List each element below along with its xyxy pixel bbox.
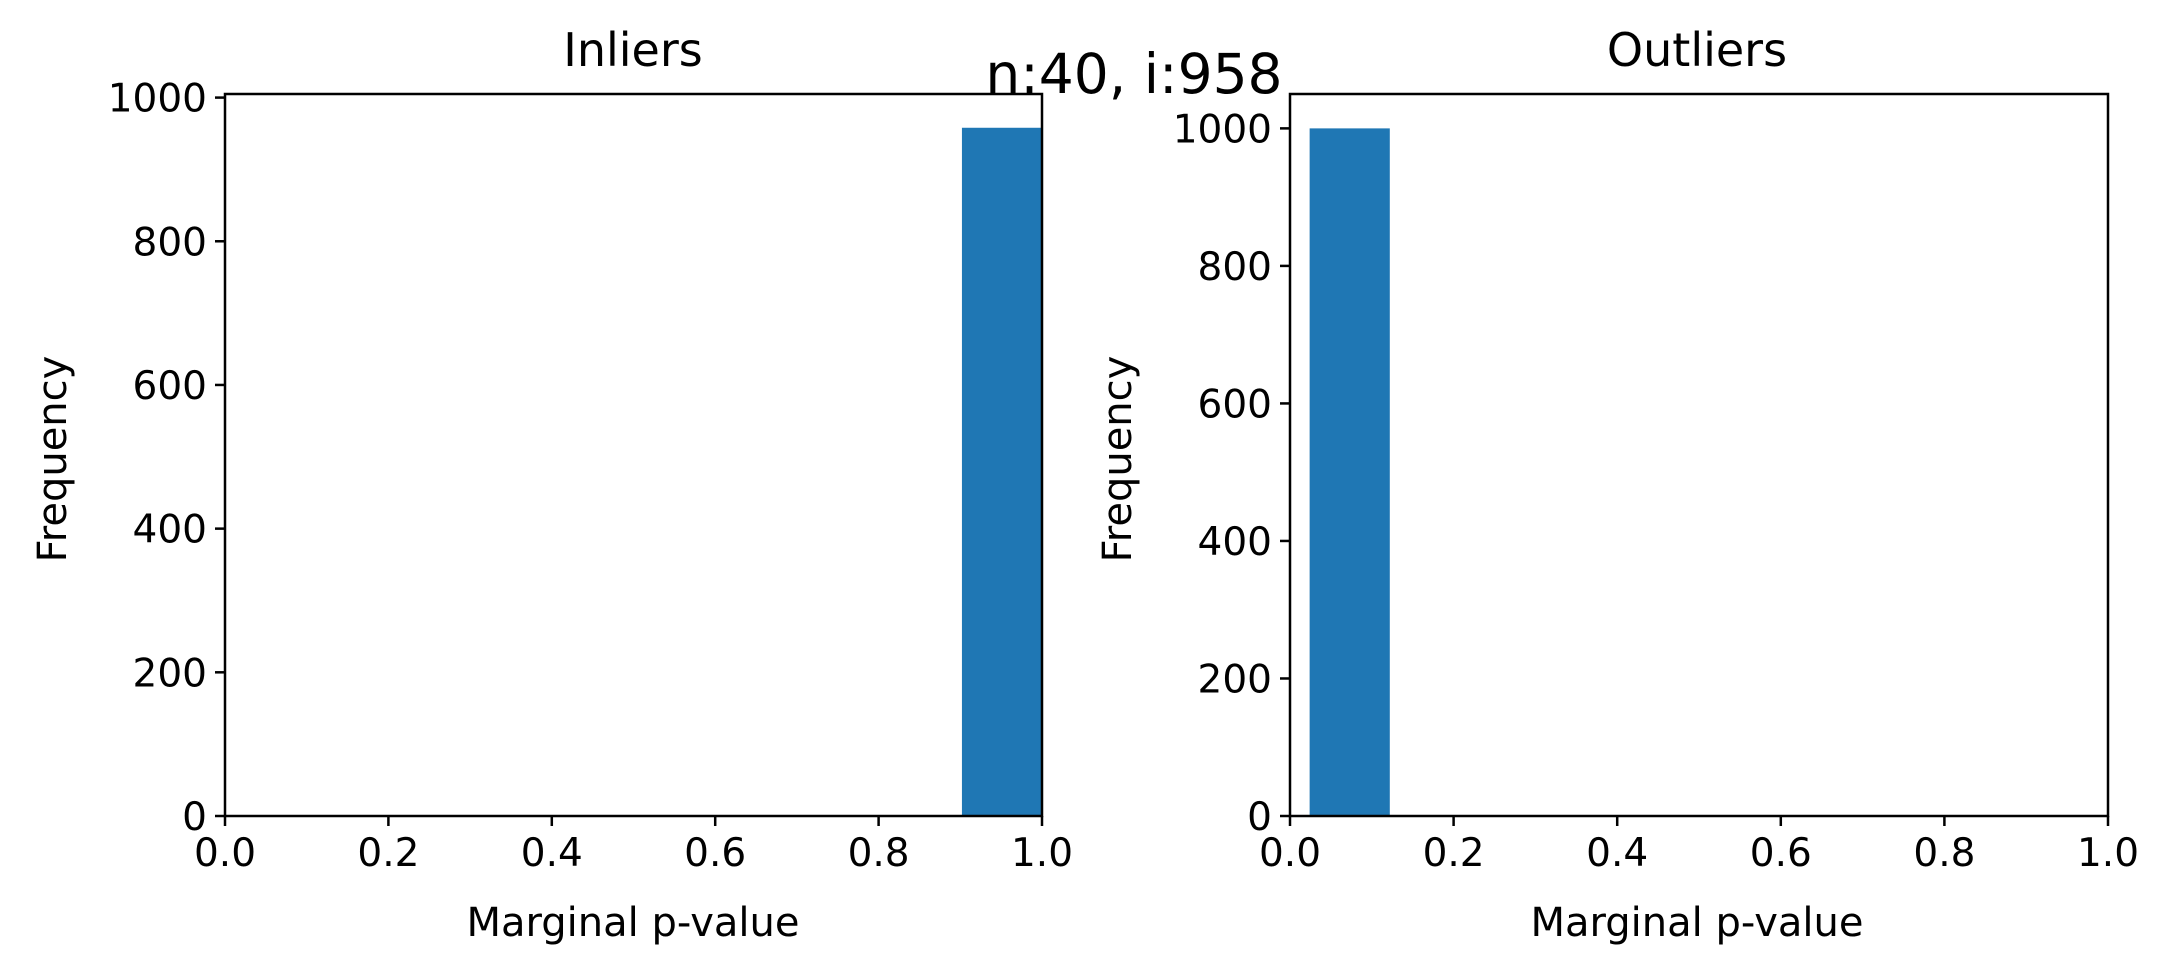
outliers-title: Outliers [1607,23,1787,77]
outliers-x-tick-label: 0.2 [1423,831,1485,876]
inliers-y-axis-label: Frequency [30,356,76,563]
inliers-x-ticks: 0.0 0.2 0.4 0.6 0.8 1.0 [194,816,1073,876]
inliers-x-tick-label: 0.8 [848,831,910,876]
outliers-axes-frame [1288,92,2110,818]
outliers-y-tick-label: 800 [1198,245,1272,290]
inliers-axes-frame [223,92,1044,818]
inliers-x-tick-label: 0.4 [521,831,583,876]
inliers-x-tick-label: 0.6 [684,831,746,876]
outliers-x-tick-label: 0.0 [1259,831,1321,876]
outliers-y-tick-label: 1000 [1173,107,1272,152]
inliers-y-tick-label: 0 [182,795,207,840]
inliers-x-axis-label: Marginal p-value [467,900,800,946]
inliers-title: Inliers [563,23,702,77]
inliers-y-tick-label: 400 [133,508,207,553]
outliers-x-axis-label: Marginal p-value [1531,900,1864,946]
inliers-bars [961,127,1042,816]
inliers-x-tick-label: 1.0 [1011,831,1073,876]
outliers-x-tick-label: 0.6 [1750,831,1812,876]
inliers-x-tick-label: 0.0 [194,831,256,876]
outliers-y-ticks: 0 200 400 600 800 1000 [1173,107,1290,840]
figure-suptitle: n:40, i:958 [985,42,1282,106]
inliers-y-tick-label: 800 [133,220,207,265]
inliers-x-tick-label: 0.2 [357,831,419,876]
inliers-bar-0 [961,127,1042,816]
inliers-y-tick-label: 200 [133,651,207,696]
outliers-bars [1309,128,1390,816]
outliers-y-tick-label: 400 [1198,520,1272,565]
outliers-x-tick-label: 0.8 [1913,831,1975,876]
outliers-y-tick-label: 0 [1247,795,1272,840]
inliers-y-ticks: 0 200 400 600 800 1000 [108,77,225,840]
outliers-y-tick-label: 600 [1198,382,1272,427]
outliers-x-tick-label: 0.4 [1586,831,1648,876]
outliers-x-ticks: 0.0 0.2 0.4 0.6 0.8 1.0 [1259,816,2139,876]
outliers-x-tick-label: 1.0 [2077,831,2139,876]
outliers-y-tick-label: 200 [1198,657,1272,702]
inliers-y-tick-label: 600 [133,364,207,409]
outliers-bar-0 [1309,128,1390,816]
inliers-y-tick-label: 1000 [108,77,207,122]
outliers-y-axis-label: Frequency [1095,356,1141,563]
